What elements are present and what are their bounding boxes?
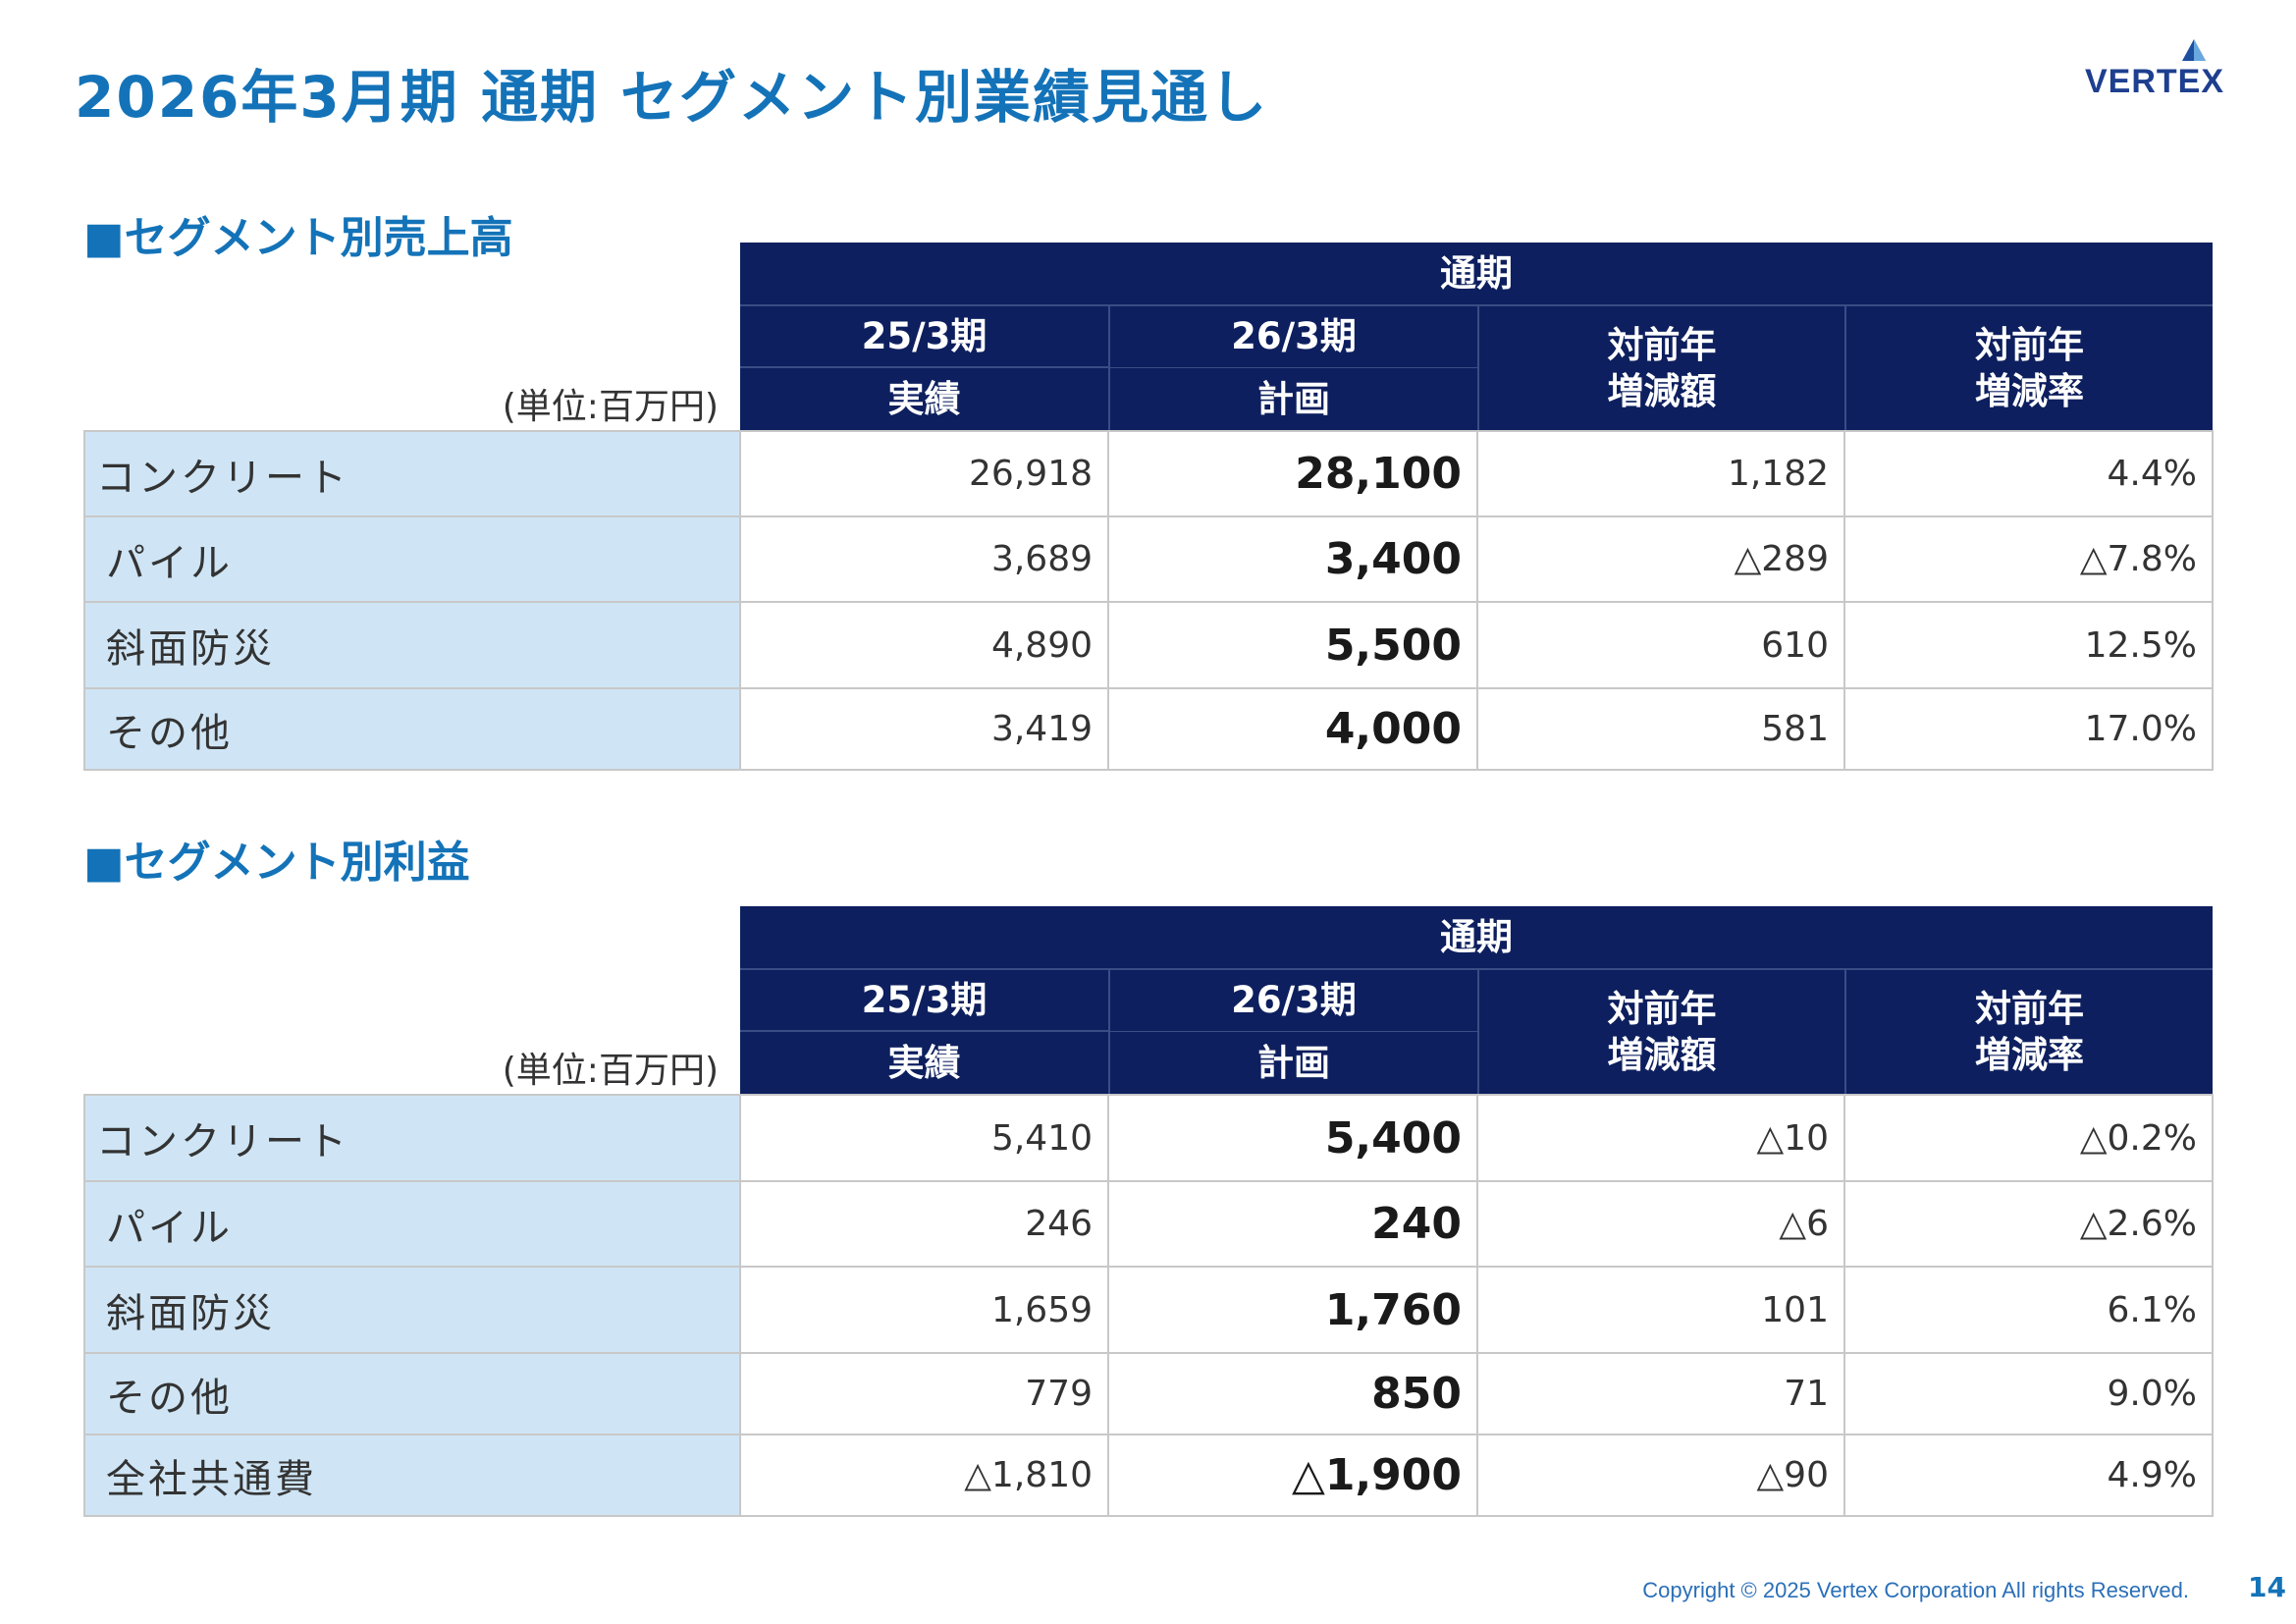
sales-plan-value: 4,000: [1324, 704, 1462, 754]
sales-unit-label: (単位:百万円): [502, 387, 719, 427]
sales-row-label: その他: [84, 688, 740, 770]
sales-diff-value: 1,182: [1727, 454, 1829, 494]
sales-diff-value: △289: [1734, 539, 1829, 579]
profit-plan-value: 240: [1371, 1199, 1462, 1249]
profit-section-heading: ■セグメント別利益: [83, 838, 470, 888]
profit-rate-value: 6.1%: [2107, 1289, 2197, 1330]
profit-prev-value: 5,410: [990, 1117, 1093, 1159]
sales-diff-value: 610: [1761, 624, 1829, 666]
sales-row-label: 斜面防災: [84, 602, 740, 688]
profit-plan-value: △1,900: [1291, 1450, 1462, 1500]
sales-period-header: 通期: [740, 243, 2213, 305]
sales-prev-value: 3,419: [990, 709, 1093, 749]
profit-col-prev-actual: 実績: [740, 1032, 1108, 1095]
sales-prev-value: 3,689: [990, 539, 1093, 579]
sales-rate-value: 12.5%: [2084, 624, 2197, 666]
profit-prev-value: 779: [1025, 1374, 1093, 1414]
profit-row-label: コンクリート: [84, 1095, 740, 1181]
profit-col-plan: 計画: [1108, 1032, 1477, 1095]
profit-rate-value: △0.2%: [2079, 1117, 2197, 1159]
profit-rate-value: △2.6%: [2079, 1204, 2197, 1244]
sales-row-label: コンクリート: [84, 431, 740, 516]
profit-diff-value: △90: [1756, 1455, 1830, 1495]
sales-row-label: パイル: [84, 516, 740, 602]
profit-rate-value: 4.9%: [2107, 1455, 2197, 1495]
sales-col-plan: 計画: [1108, 368, 1477, 431]
page-title: 2026年3月期 通期 セグメント別業績見通し: [75, 64, 1269, 131]
profit-diff-value: △6: [1779, 1204, 1829, 1244]
profit-period-header: 通期: [740, 906, 2213, 969]
sales-col-prev-year: 25/3期: [740, 306, 1108, 367]
page-number: 14: [2248, 1571, 2286, 1603]
sales-col-diff: 対前年 増減額: [1477, 306, 1844, 431]
sales-plan-value: 5,500: [1324, 620, 1462, 671]
profit-col-plan-year: 26/3期: [1108, 970, 1477, 1031]
sales-section-heading: ■セグメント別売上高: [83, 213, 513, 263]
sales-rate-value: 4.4%: [2107, 454, 2197, 494]
profit-diff-value: 71: [1784, 1374, 1829, 1414]
profit-diff-value: 101: [1761, 1289, 1829, 1330]
sales-diff-value: 581: [1761, 709, 1829, 749]
sales-prev-value: 26,918: [969, 454, 1093, 494]
sales-rate-value: △7.8%: [2079, 539, 2197, 579]
sales-plan-value: 28,100: [1295, 449, 1462, 499]
profit-plan-value: 5,400: [1324, 1112, 1462, 1164]
profit-col-rate: 対前年 増減率: [1844, 970, 2213, 1095]
profit-row-label: 全社共通費: [84, 1435, 740, 1516]
profit-col-diff: 対前年 増減額: [1477, 970, 1844, 1095]
profit-col-prev-year: 25/3期: [740, 970, 1108, 1031]
profit-prev-value: △1,810: [964, 1455, 1093, 1495]
sales-col-rate: 対前年 増減率: [1844, 306, 2213, 431]
profit-plan-value: 1,760: [1324, 1284, 1462, 1335]
vertex-logo: VERTEX: [2085, 39, 2224, 100]
sales-col-prev-actual: 実績: [740, 368, 1108, 431]
sales-prev-value: 4,890: [990, 624, 1093, 666]
sales-plan-value: 3,400: [1324, 534, 1462, 584]
sales-rate-value: 17.0%: [2084, 709, 2197, 749]
sales-col-plan-year: 26/3期: [1108, 306, 1477, 367]
logo-text: VERTEX: [2085, 63, 2224, 100]
profit-prev-value: 246: [1025, 1204, 1093, 1244]
profit-rate-value: 9.0%: [2107, 1374, 2197, 1414]
profit-plan-value: 850: [1371, 1369, 1462, 1419]
copyright-text: Copyright © 2025 Vertex Corporation All …: [1642, 1578, 2189, 1602]
profit-row-label: パイル: [84, 1181, 740, 1267]
profit-diff-value: △10: [1756, 1117, 1830, 1159]
profit-row-label: その他: [84, 1353, 740, 1435]
profit-unit-label: (単位:百万円): [502, 1051, 719, 1091]
profit-row-label: 斜面防災: [84, 1267, 740, 1353]
profit-prev-value: 1,659: [990, 1289, 1093, 1330]
